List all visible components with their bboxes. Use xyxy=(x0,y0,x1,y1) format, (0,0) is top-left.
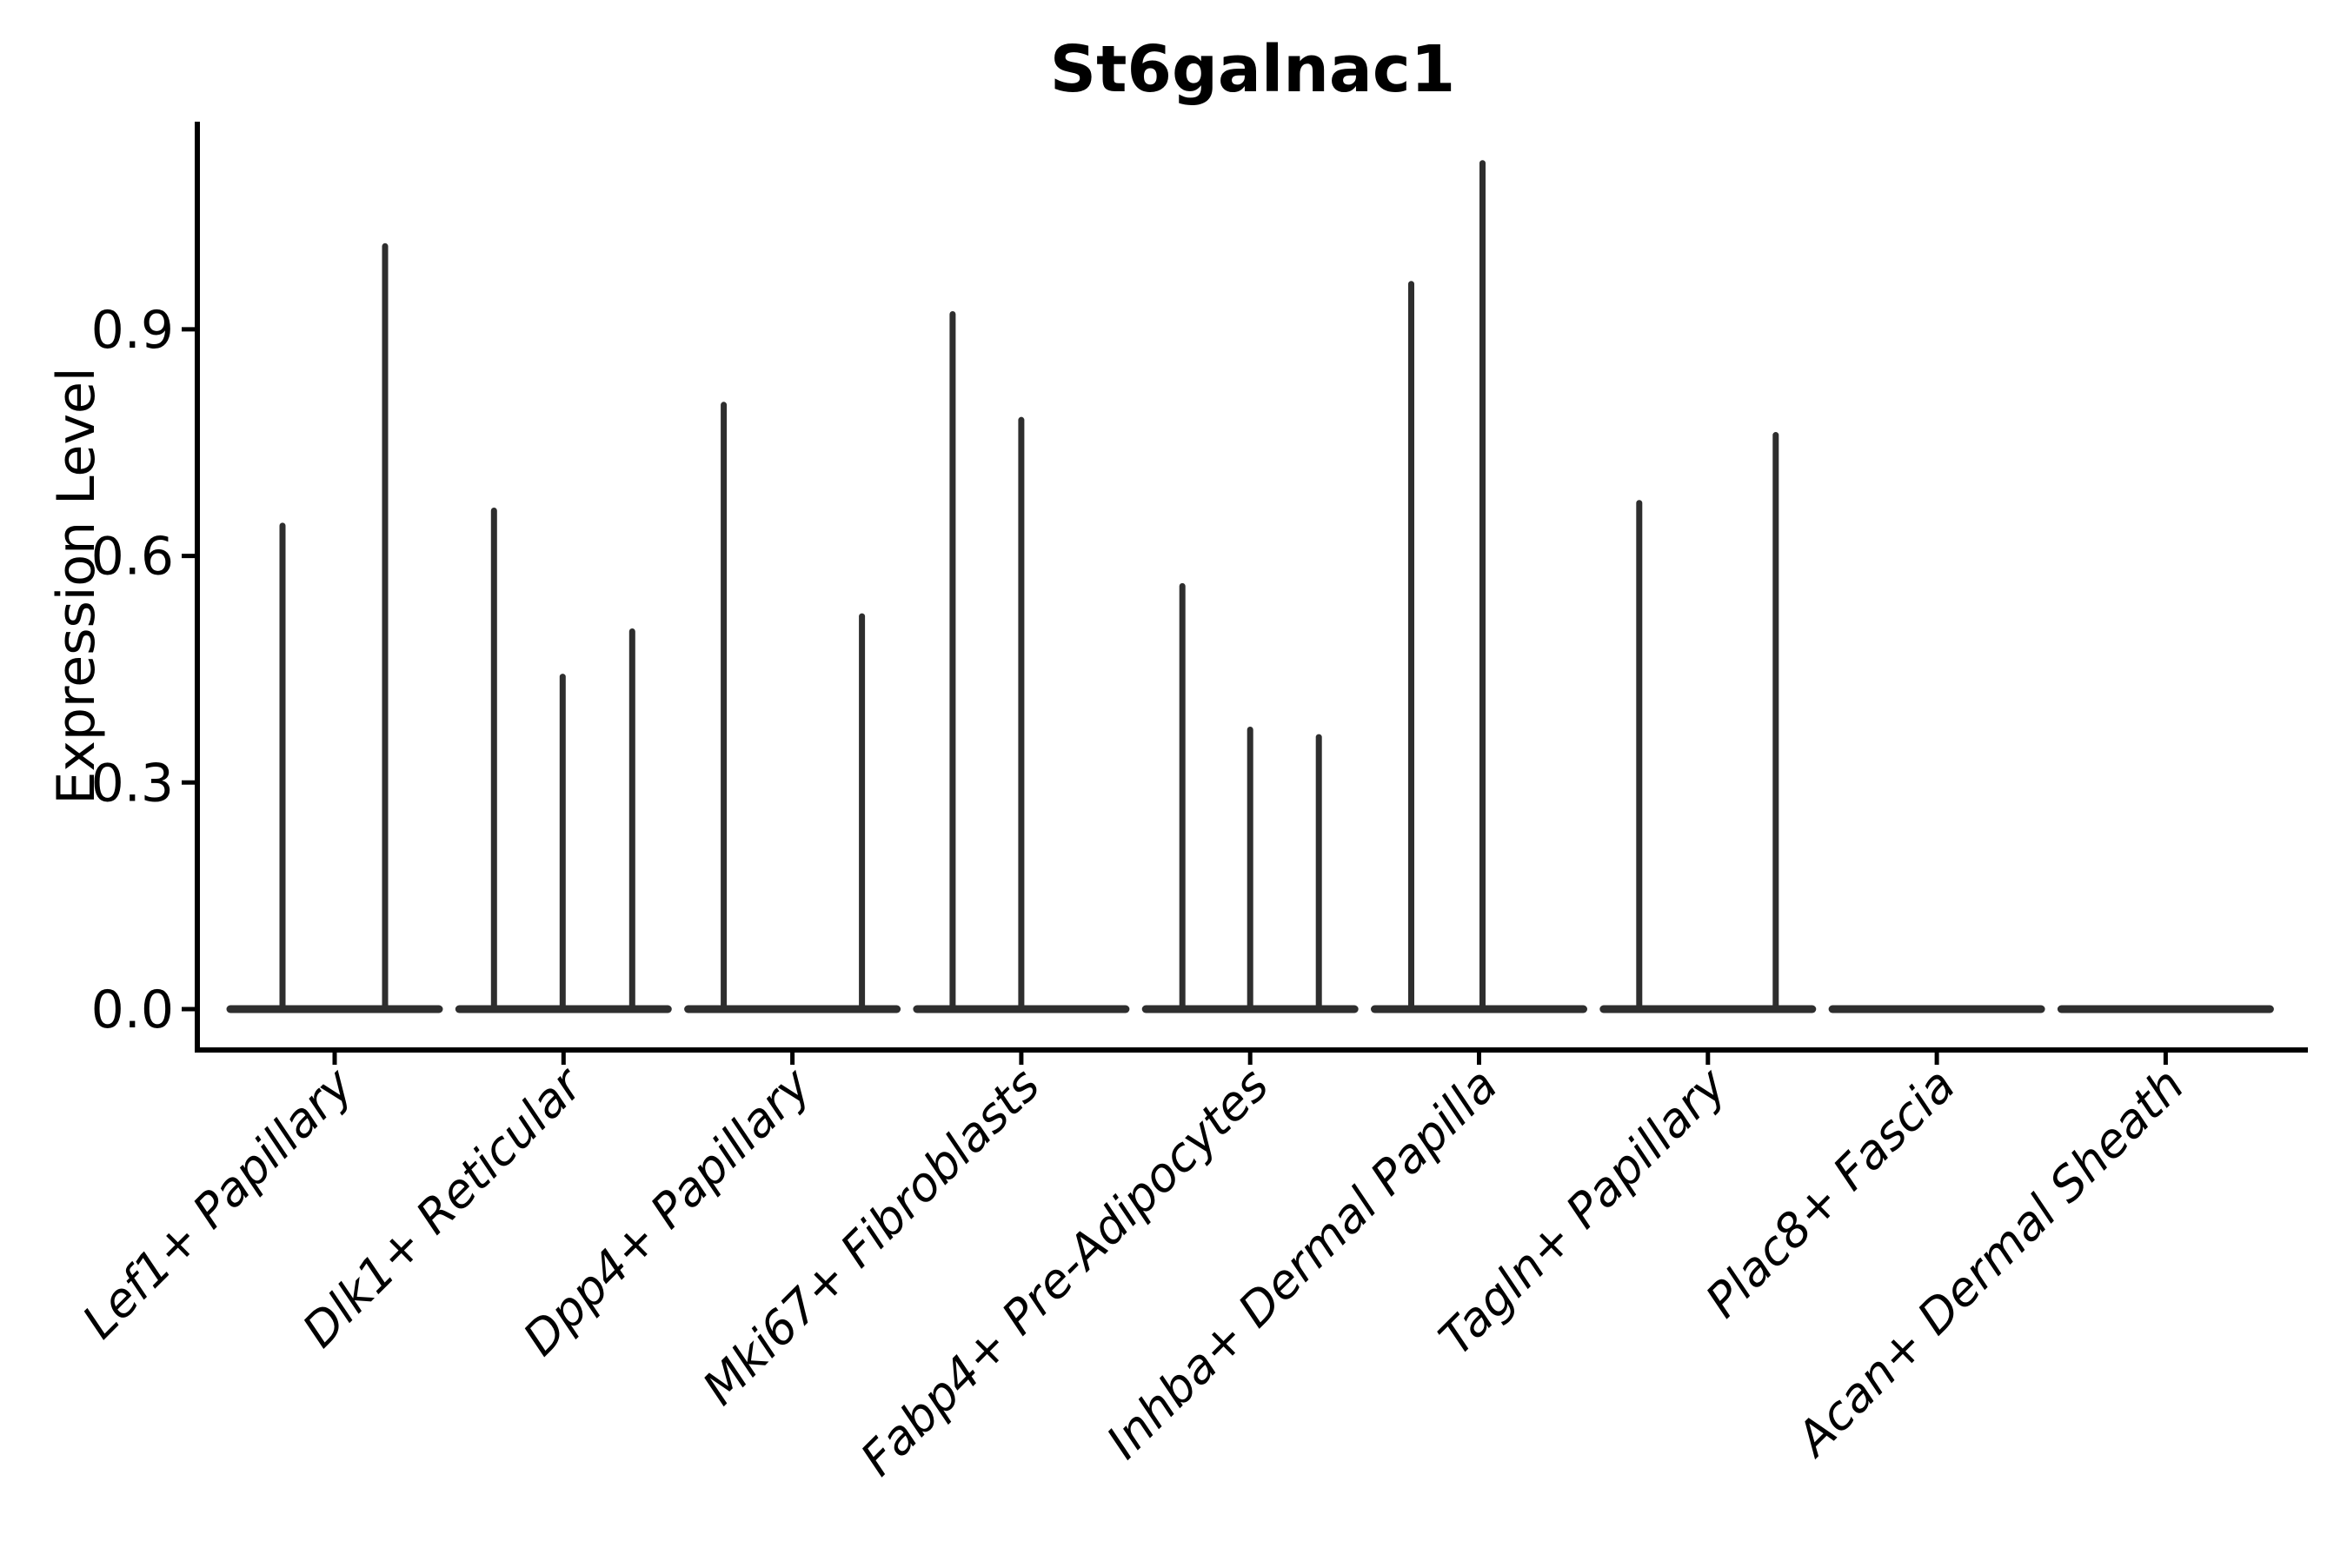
axes xyxy=(182,122,2308,1065)
y-tick-label: 0.6 xyxy=(91,527,174,588)
x-tick-label: Fabp4+ Pre-Adipocytes xyxy=(850,1058,1279,1486)
x-tick-label: Inhba+ Dermal Papilla xyxy=(1096,1058,1508,1470)
violins xyxy=(226,160,2274,1013)
y-tick-label: 0.9 xyxy=(91,300,174,361)
y-axis-label: Expression Level xyxy=(46,367,107,804)
x-tick-label: Acan+ Dermal Sheath xyxy=(1785,1058,2195,1468)
y-tick-label: 0.0 xyxy=(91,980,174,1040)
y-tick-label: 0.3 xyxy=(91,753,174,814)
chart-title: St6galnac1 xyxy=(1050,32,1455,107)
